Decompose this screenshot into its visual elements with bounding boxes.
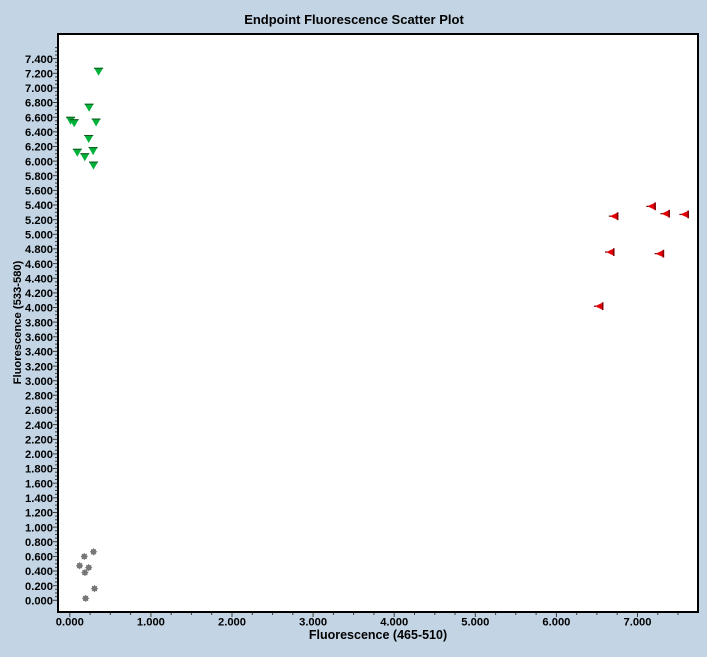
svg-text:6.600: 6.600 xyxy=(25,112,53,124)
svg-text:1.000: 1.000 xyxy=(137,617,165,629)
svg-text:6.400: 6.400 xyxy=(25,127,53,139)
svg-text:1.000: 1.000 xyxy=(25,522,53,534)
svg-text:0.000: 0.000 xyxy=(56,617,84,629)
svg-text:3.200: 3.200 xyxy=(25,361,53,373)
svg-text:Endpoint Fluorescence Scatter: Endpoint Fluorescence Scatter Plot xyxy=(244,12,464,27)
svg-text:4.600: 4.600 xyxy=(25,259,53,271)
svg-text:5.000: 5.000 xyxy=(461,617,489,629)
svg-text:3.000: 3.000 xyxy=(299,617,327,629)
svg-text:7.000: 7.000 xyxy=(624,617,652,629)
svg-text:2.200: 2.200 xyxy=(25,435,53,447)
svg-text:1.800: 1.800 xyxy=(25,464,53,476)
svg-text:6.000: 6.000 xyxy=(542,617,570,629)
svg-text:5.600: 5.600 xyxy=(25,186,53,198)
svg-text:4.200: 4.200 xyxy=(25,288,53,300)
svg-text:0.800: 0.800 xyxy=(25,537,53,549)
svg-text:2.600: 2.600 xyxy=(25,405,53,417)
svg-text:Fluorescence (533-580): Fluorescence (533-580) xyxy=(12,260,24,384)
svg-text:0.000: 0.000 xyxy=(25,596,53,608)
svg-text:3.600: 3.600 xyxy=(25,332,53,344)
svg-text:4.000: 4.000 xyxy=(380,617,408,629)
svg-text:6.000: 6.000 xyxy=(25,156,53,168)
svg-text:7.000: 7.000 xyxy=(25,83,53,95)
svg-text:3.000: 3.000 xyxy=(25,376,53,388)
svg-text:0.400: 0.400 xyxy=(25,566,53,578)
svg-text:4.000: 4.000 xyxy=(25,303,53,315)
svg-text:3.400: 3.400 xyxy=(25,347,53,359)
svg-text:5.000: 5.000 xyxy=(25,230,53,242)
svg-text:4.400: 4.400 xyxy=(25,273,53,285)
svg-text:2.000: 2.000 xyxy=(25,449,53,461)
svg-text:0.200: 0.200 xyxy=(25,581,53,593)
svg-text:5.200: 5.200 xyxy=(25,215,53,227)
svg-text:5.400: 5.400 xyxy=(25,200,53,212)
svg-text:1.200: 1.200 xyxy=(25,508,53,520)
svg-text:2.000: 2.000 xyxy=(218,617,246,629)
svg-text:7.400: 7.400 xyxy=(25,54,53,66)
svg-text:2.800: 2.800 xyxy=(25,391,53,403)
svg-text:6.200: 6.200 xyxy=(25,142,53,154)
svg-text:7.200: 7.200 xyxy=(25,69,53,81)
svg-text:0.600: 0.600 xyxy=(25,552,53,564)
svg-text:2.400: 2.400 xyxy=(25,420,53,432)
svg-text:4.800: 4.800 xyxy=(25,244,53,256)
svg-text:Fluorescence (465-510): Fluorescence (465-510) xyxy=(309,628,447,642)
svg-text:1.400: 1.400 xyxy=(25,493,53,505)
svg-text:5.800: 5.800 xyxy=(25,171,53,183)
svg-text:1.600: 1.600 xyxy=(25,478,53,490)
svg-text:6.800: 6.800 xyxy=(25,98,53,110)
svg-text:3.800: 3.800 xyxy=(25,317,53,329)
